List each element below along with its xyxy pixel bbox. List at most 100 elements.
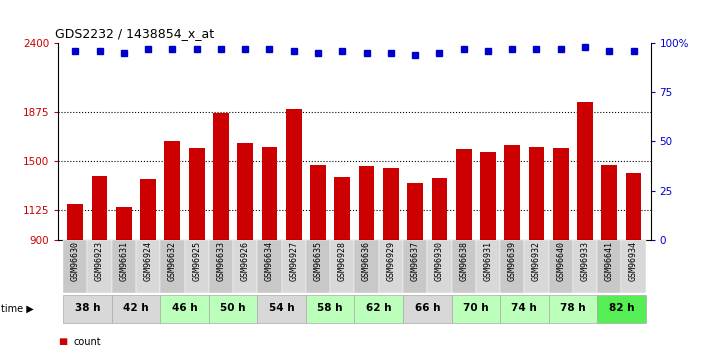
Bar xyxy=(310,165,326,240)
Text: 54 h: 54 h xyxy=(269,303,294,313)
Bar xyxy=(432,178,447,240)
Text: GSM96635: GSM96635 xyxy=(314,241,323,282)
Bar xyxy=(286,109,301,240)
Text: time ▶: time ▶ xyxy=(1,304,34,314)
Bar xyxy=(63,240,87,293)
Text: GSM96930: GSM96930 xyxy=(435,241,444,282)
Text: GSM96933: GSM96933 xyxy=(580,241,589,282)
Text: 38 h: 38 h xyxy=(75,303,100,313)
Text: GSM96931: GSM96931 xyxy=(483,241,493,282)
Bar xyxy=(358,166,375,240)
Bar xyxy=(355,295,403,323)
Bar xyxy=(112,295,160,323)
Bar xyxy=(237,143,253,240)
Bar xyxy=(383,168,399,240)
Text: 58 h: 58 h xyxy=(317,303,343,313)
Bar xyxy=(188,148,205,240)
Text: GSM96926: GSM96926 xyxy=(241,241,250,282)
Bar xyxy=(577,102,593,240)
Bar xyxy=(500,295,549,323)
Bar xyxy=(209,240,233,293)
Text: GSM96925: GSM96925 xyxy=(192,241,201,282)
Bar xyxy=(597,295,646,323)
Text: count: count xyxy=(74,337,102,345)
Bar xyxy=(379,240,403,293)
Bar xyxy=(164,141,181,240)
Bar xyxy=(257,240,282,293)
Text: GSM96934: GSM96934 xyxy=(629,241,638,282)
Bar xyxy=(553,148,569,240)
Bar xyxy=(451,295,500,323)
Bar xyxy=(573,240,597,293)
Bar xyxy=(500,240,524,293)
Bar xyxy=(355,240,379,293)
Bar xyxy=(549,295,597,323)
Bar xyxy=(549,240,573,293)
Text: GSM96928: GSM96928 xyxy=(338,241,347,282)
Text: 50 h: 50 h xyxy=(220,303,246,313)
Bar xyxy=(597,240,621,293)
Bar xyxy=(407,184,423,240)
Text: ■: ■ xyxy=(58,337,68,345)
Text: GSM96638: GSM96638 xyxy=(459,241,468,282)
Text: 42 h: 42 h xyxy=(123,303,149,313)
Bar xyxy=(504,145,520,240)
Bar xyxy=(524,240,549,293)
Bar xyxy=(476,240,500,293)
Text: GSM96630: GSM96630 xyxy=(71,241,80,282)
Text: 70 h: 70 h xyxy=(463,303,488,313)
Bar xyxy=(528,147,545,240)
Bar xyxy=(334,177,351,240)
Bar xyxy=(456,149,471,240)
Text: 46 h: 46 h xyxy=(172,303,198,313)
Text: 82 h: 82 h xyxy=(609,303,634,313)
Text: GDS2232 / 1438854_x_at: GDS2232 / 1438854_x_at xyxy=(55,27,214,40)
Bar xyxy=(116,207,132,240)
Text: GSM96641: GSM96641 xyxy=(605,241,614,282)
Text: GSM96634: GSM96634 xyxy=(265,241,274,282)
Text: GSM96923: GSM96923 xyxy=(95,241,104,282)
Bar xyxy=(262,147,277,240)
Bar xyxy=(602,165,617,240)
Text: GSM96631: GSM96631 xyxy=(119,241,129,282)
Bar xyxy=(112,240,136,293)
Bar xyxy=(160,295,209,323)
Bar xyxy=(87,240,112,293)
Text: 74 h: 74 h xyxy=(511,303,538,313)
Bar xyxy=(306,240,330,293)
Bar xyxy=(403,295,451,323)
Bar xyxy=(92,176,107,240)
Text: GSM96929: GSM96929 xyxy=(386,241,395,282)
Bar xyxy=(306,295,355,323)
Bar xyxy=(233,240,257,293)
Text: GSM96633: GSM96633 xyxy=(216,241,225,282)
Bar xyxy=(209,295,257,323)
Bar xyxy=(160,240,185,293)
Text: GSM96637: GSM96637 xyxy=(411,241,419,282)
Bar xyxy=(451,240,476,293)
Bar xyxy=(621,240,646,293)
Bar xyxy=(140,179,156,240)
Text: 66 h: 66 h xyxy=(415,303,440,313)
Bar xyxy=(330,240,355,293)
Bar xyxy=(136,240,160,293)
Text: GSM96927: GSM96927 xyxy=(289,241,298,282)
Bar xyxy=(427,240,451,293)
Text: 62 h: 62 h xyxy=(366,303,392,313)
Text: GSM96639: GSM96639 xyxy=(508,241,517,282)
Bar xyxy=(68,204,83,240)
Bar xyxy=(626,173,641,240)
Bar xyxy=(282,240,306,293)
Bar xyxy=(63,295,112,323)
Bar xyxy=(480,152,496,240)
Text: GSM96924: GSM96924 xyxy=(144,241,153,282)
Bar xyxy=(213,112,229,240)
Text: 78 h: 78 h xyxy=(560,303,586,313)
Bar xyxy=(403,240,427,293)
Text: GSM96640: GSM96640 xyxy=(556,241,565,282)
Bar xyxy=(185,240,209,293)
Text: GSM96636: GSM96636 xyxy=(362,241,371,282)
Bar xyxy=(257,295,306,323)
Text: GSM96632: GSM96632 xyxy=(168,241,177,282)
Text: GSM96932: GSM96932 xyxy=(532,241,541,282)
